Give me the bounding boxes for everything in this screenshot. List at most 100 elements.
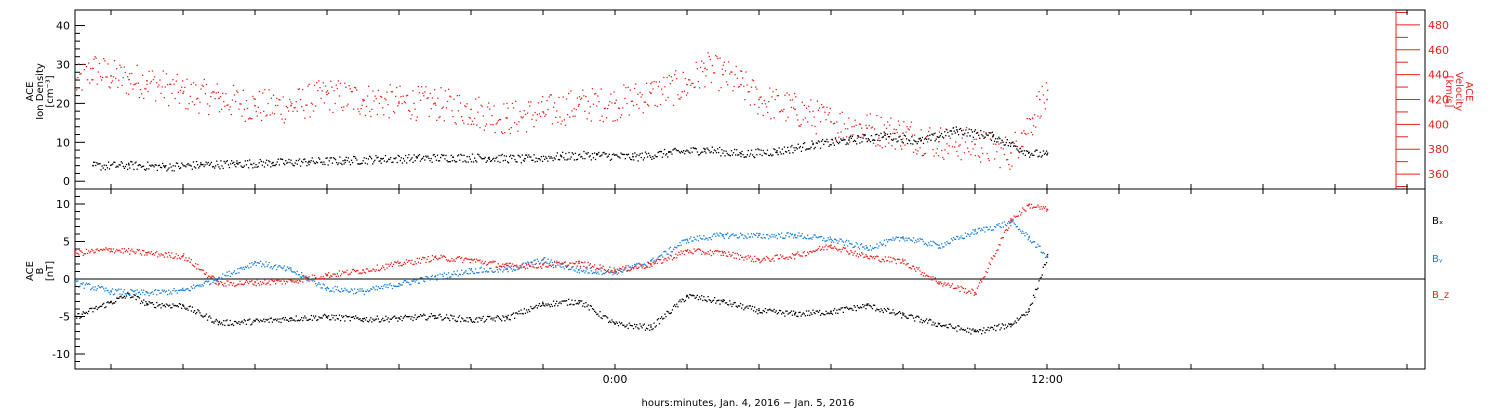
density-series-point (828, 145, 830, 147)
density-series-point (713, 149, 716, 151)
bx-series-point (882, 311, 884, 314)
bz-series-point (465, 257, 467, 259)
density-series-point (597, 153, 599, 155)
bz-series-point (258, 284, 261, 286)
by-series-point (126, 291, 129, 293)
density-series-point (461, 154, 463, 157)
bx-series-point (444, 317, 447, 319)
velocity-series-point (603, 107, 605, 110)
by-series-point (443, 272, 445, 274)
bx-series-point (443, 317, 445, 319)
density-series-point (96, 162, 98, 164)
density-series-point (171, 170, 173, 172)
bz-series-point (550, 265, 552, 268)
bz-series-point (932, 276, 934, 278)
by-series-point (682, 239, 684, 241)
density-series-point (232, 162, 234, 164)
by-series-point (422, 277, 424, 279)
by-series-point (358, 290, 360, 292)
velocity-series-point (559, 116, 561, 118)
velocity-series-point (875, 145, 877, 147)
bz-series-point (935, 280, 937, 282)
density-series-point (760, 149, 762, 151)
bx-series-point (796, 315, 798, 317)
density-series-point (566, 159, 568, 161)
bx-series-point (498, 317, 501, 319)
bz-series-point (992, 255, 995, 257)
by-series-point (342, 290, 344, 292)
density-series-point (138, 164, 140, 166)
velocity-series-point (583, 95, 585, 97)
bz-series-point (197, 263, 199, 266)
density-series-point (694, 147, 696, 149)
density-series-point (378, 160, 380, 162)
bz-series-point (647, 266, 649, 268)
bx-series-point (364, 319, 367, 321)
by-series-point (195, 285, 197, 288)
bz-series-point (378, 270, 381, 272)
bx-series-point (1014, 320, 1016, 322)
bz-series-point (208, 275, 210, 277)
by-series-point (602, 272, 604, 274)
density-series-point (815, 142, 817, 144)
by-series-point (751, 236, 754, 238)
bz-series-point (163, 256, 165, 258)
density-series-point (701, 151, 703, 153)
bz-series-point (745, 255, 747, 258)
velocity-series-point (765, 106, 768, 108)
density-series-point (889, 133, 892, 135)
bz-series-data-point (110, 248, 112, 250)
velocity-series-point (951, 146, 954, 148)
by-series-point (112, 294, 115, 296)
bz-series-point (81, 251, 83, 253)
bz-series-point (831, 247, 834, 249)
velocity-series-point (710, 81, 712, 84)
density-series-point (122, 165, 124, 168)
bx-series-point (437, 317, 439, 319)
bx-series-point (692, 294, 694, 296)
bz-series-point (499, 265, 502, 267)
bx-series-point (862, 304, 864, 306)
density-series-point (411, 157, 413, 159)
bz-series-point (322, 275, 324, 278)
velocity-series-point (193, 104, 196, 106)
by-series-point (1010, 225, 1012, 227)
bz-series-point (403, 261, 405, 264)
by-series-point (769, 235, 771, 237)
density-series-point (618, 156, 620, 158)
by-series-point (292, 271, 294, 273)
by-series-point (227, 275, 229, 277)
by-series-point (817, 236, 820, 238)
bz-series-point (934, 277, 936, 279)
bx-series-point (469, 316, 471, 319)
by-series-point (309, 278, 311, 280)
bx-series-point (778, 309, 781, 312)
density-series-point (674, 147, 676, 149)
by-series-point (588, 272, 590, 274)
bx-series-point (217, 324, 219, 326)
velocity-series-point (511, 102, 514, 104)
by-series-data-point (938, 244, 940, 247)
bx-series-point (636, 324, 638, 326)
by-series-point (279, 265, 281, 267)
density-series-point (506, 161, 509, 163)
by-series-point (957, 236, 959, 238)
bx-series-point (920, 318, 922, 321)
bx-series-point (410, 318, 412, 320)
velocity-series-point (498, 118, 501, 121)
bz-series-point (355, 270, 357, 273)
velocity-series-point (725, 81, 728, 83)
velocity-series-point (228, 109, 230, 111)
density-series-point (481, 158, 483, 160)
density-series-point (918, 138, 920, 140)
velocity-series-point (887, 121, 889, 123)
density-series-point (164, 166, 166, 169)
velocity-series-point (466, 103, 468, 105)
density-series-point (986, 134, 988, 136)
velocity-series-point (489, 108, 491, 110)
by-series-point (865, 245, 867, 247)
by-series-point (674, 246, 676, 248)
bz-series-point (750, 260, 753, 262)
velocity-series-point (818, 107, 821, 109)
bz-series-point (613, 267, 615, 269)
